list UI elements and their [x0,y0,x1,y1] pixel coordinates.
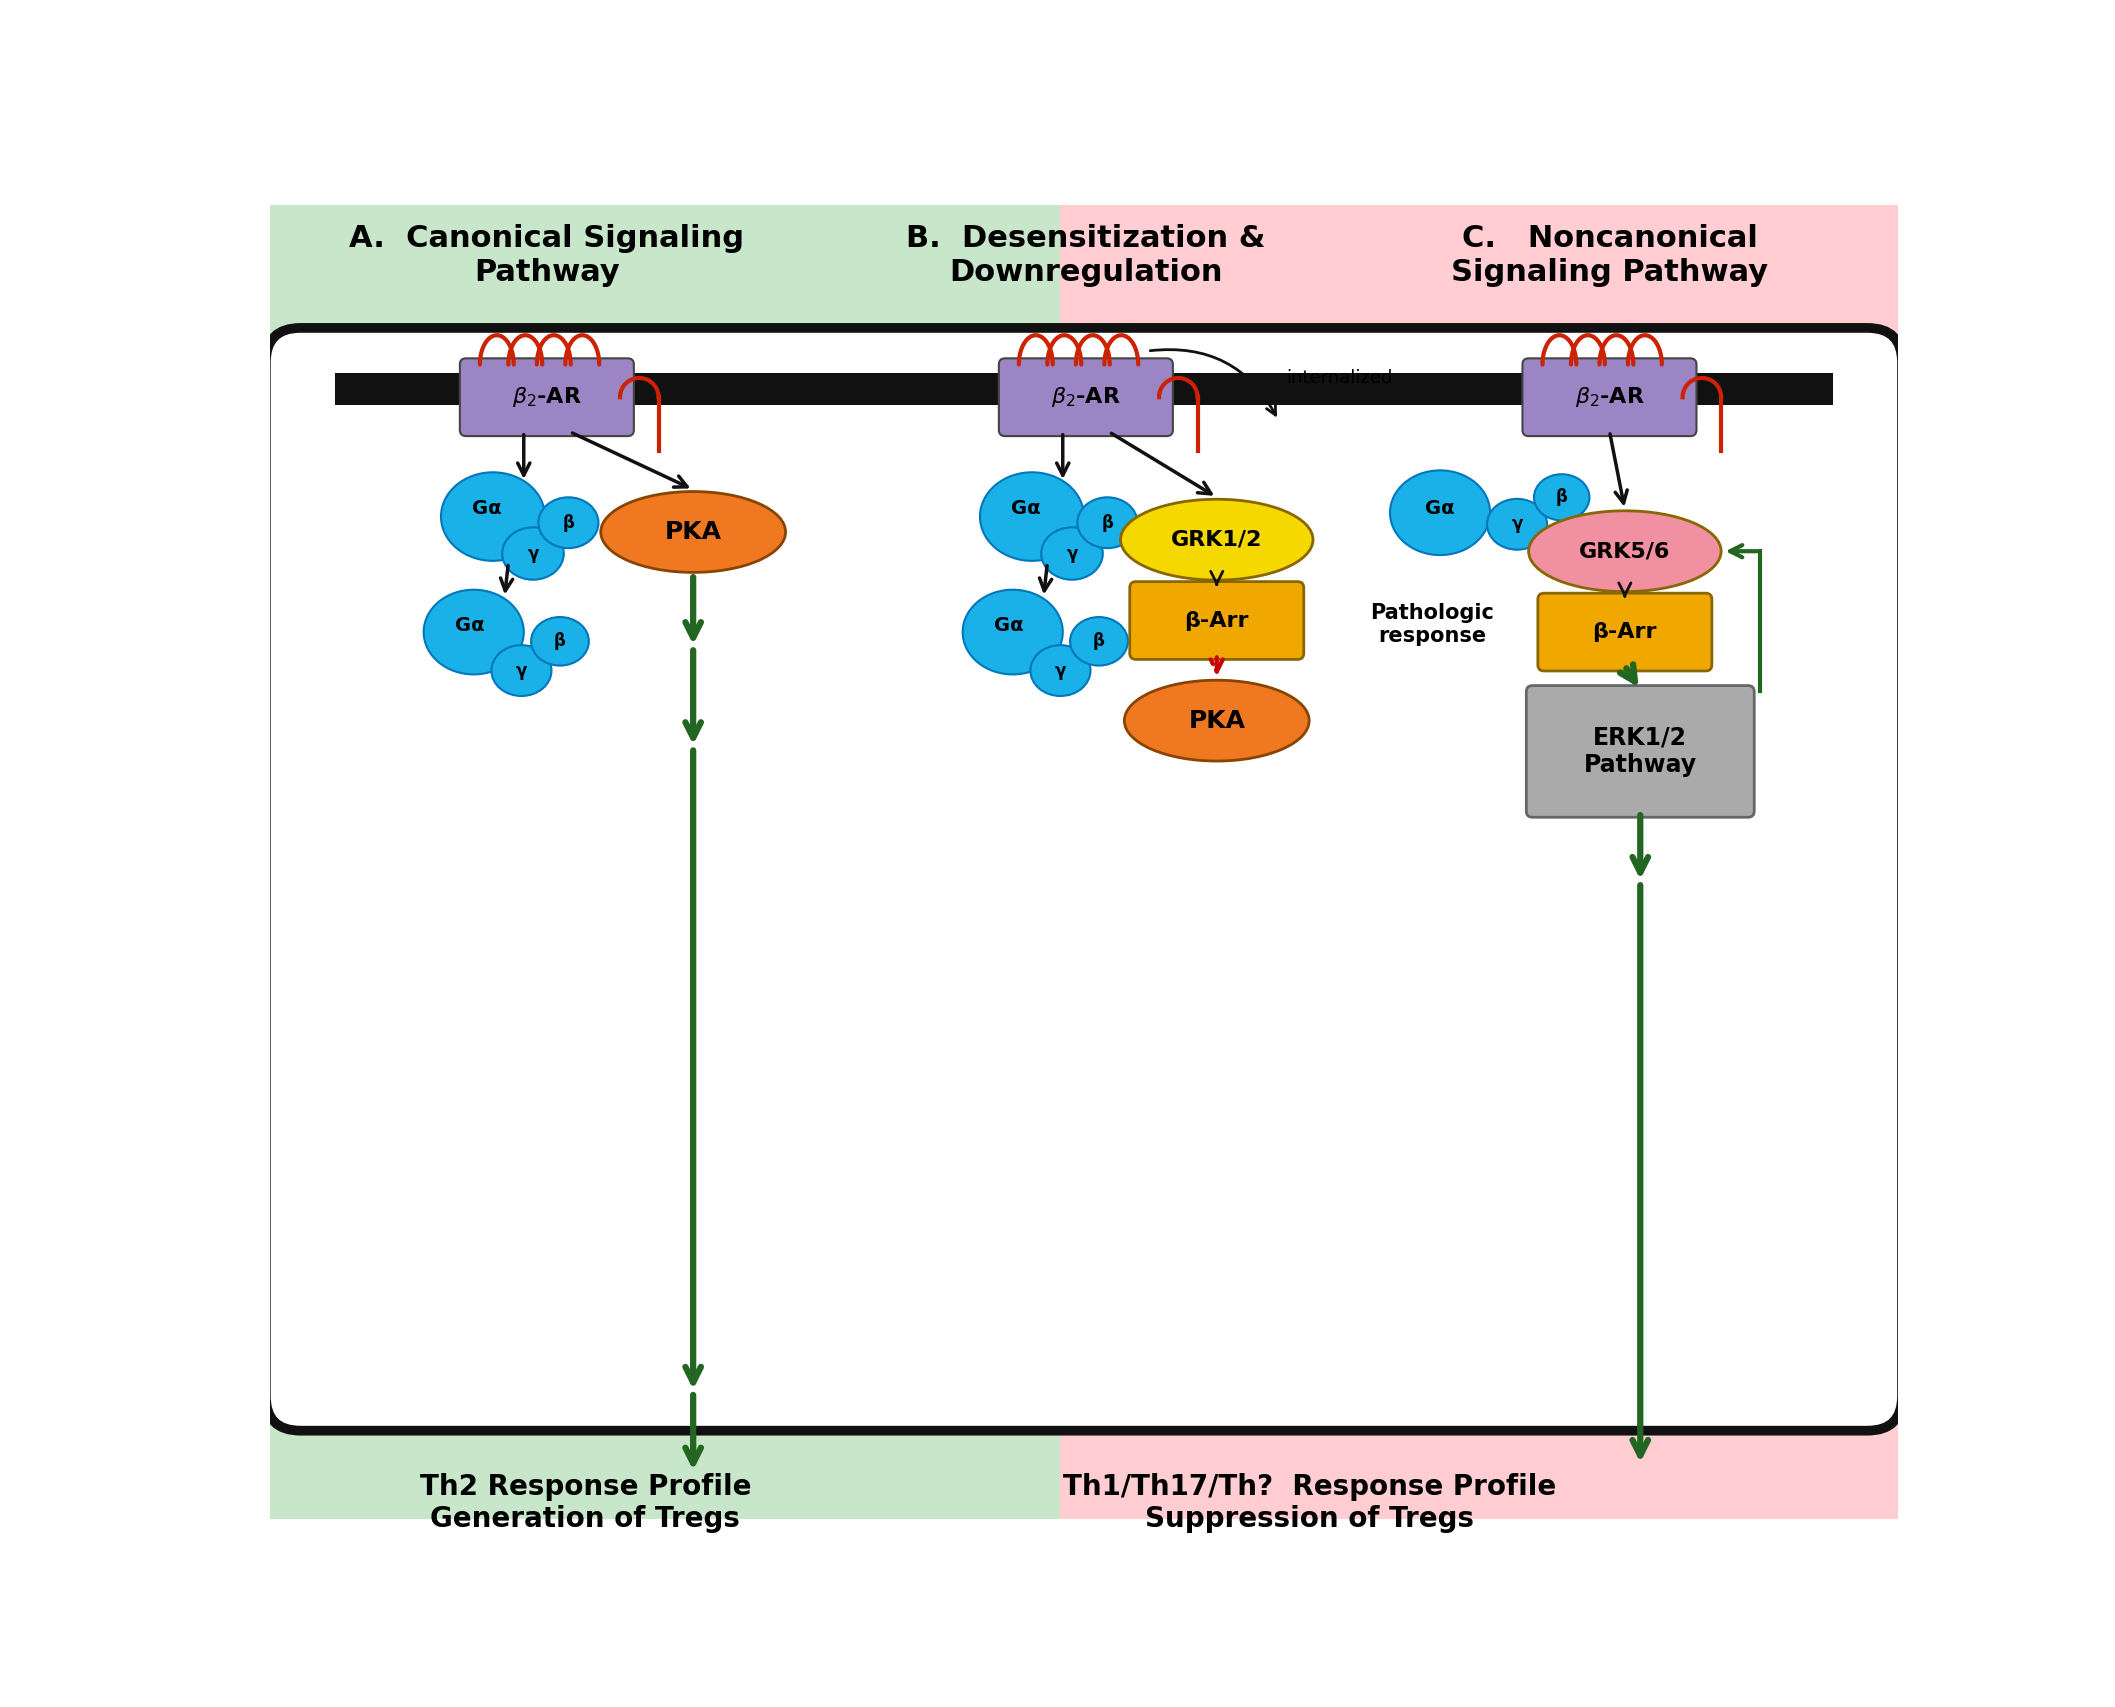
FancyBboxPatch shape [1129,582,1303,659]
Bar [334,372,1834,405]
Ellipse shape [1041,527,1102,580]
Bar [271,205,1060,1519]
Ellipse shape [423,589,525,674]
Text: A.  Canonical Signaling
Pathway: A. Canonical Signaling Pathway [349,224,744,287]
Text: Gα: Gα [1426,500,1455,519]
Bar [1060,205,1899,1519]
FancyBboxPatch shape [1527,686,1753,818]
Text: γ: γ [1512,516,1523,533]
Ellipse shape [531,616,588,666]
Text: PKA: PKA [664,521,721,545]
Text: PKA: PKA [1189,708,1246,732]
Text: γ: γ [516,662,527,679]
Ellipse shape [1125,679,1309,761]
FancyBboxPatch shape [998,358,1174,435]
Text: GRK5/6: GRK5/6 [1580,541,1671,562]
Ellipse shape [1533,475,1590,521]
Text: ERK1/2
Pathway: ERK1/2 Pathway [1584,725,1696,777]
Text: Th2 Response Profile
Generation of Tregs: Th2 Response Profile Generation of Tregs [419,1473,751,1533]
Ellipse shape [601,492,785,572]
Text: Th1/Th17/Th?  Response Profile
Suppression of Tregs: Th1/Th17/Th? Response Profile Suppressio… [1062,1473,1557,1533]
Text: β: β [1102,514,1112,531]
Text: B.  Desensitization &
Downregulation: B. Desensitization & Downregulation [905,224,1265,287]
Text: GRK1/2: GRK1/2 [1172,529,1263,550]
Text: β: β [554,632,567,650]
Text: Gα: Gα [472,500,501,519]
Text: $\beta_2$-AR: $\beta_2$-AR [1051,386,1121,410]
Ellipse shape [962,589,1062,674]
Text: Gα: Gα [455,616,484,635]
Text: γ: γ [1055,662,1066,679]
Ellipse shape [1121,498,1313,580]
Ellipse shape [1529,510,1722,592]
Ellipse shape [501,527,565,580]
Text: Gα: Gα [1011,500,1041,519]
Text: β: β [563,514,575,531]
Text: β: β [1093,632,1104,650]
Ellipse shape [1487,498,1546,550]
FancyBboxPatch shape [459,358,634,435]
Ellipse shape [442,473,546,562]
Ellipse shape [539,497,599,548]
Text: β-Arr: β-Arr [1593,621,1658,642]
Text: Pathologic
response: Pathologic response [1371,603,1495,645]
Text: $\beta_2$-AR: $\beta_2$-AR [512,386,582,410]
FancyBboxPatch shape [1538,592,1711,671]
Ellipse shape [1390,471,1491,555]
Ellipse shape [1030,645,1091,696]
Ellipse shape [491,645,552,696]
Text: β: β [1557,488,1567,507]
Text: internalized: internalized [1286,369,1392,387]
Text: C.   Noncanonical
Signaling Pathway: C. Noncanonical Signaling Pathway [1451,224,1768,287]
Ellipse shape [1077,497,1138,548]
FancyBboxPatch shape [266,328,1901,1430]
Ellipse shape [979,473,1083,562]
Text: Gα: Gα [994,616,1024,635]
Text: $\beta_2$-AR: $\beta_2$-AR [1574,386,1643,410]
Text: γ: γ [527,545,539,563]
Text: γ: γ [1066,545,1079,563]
Text: β-Arr: β-Arr [1184,611,1250,630]
FancyBboxPatch shape [1523,358,1696,435]
Ellipse shape [1070,616,1127,666]
